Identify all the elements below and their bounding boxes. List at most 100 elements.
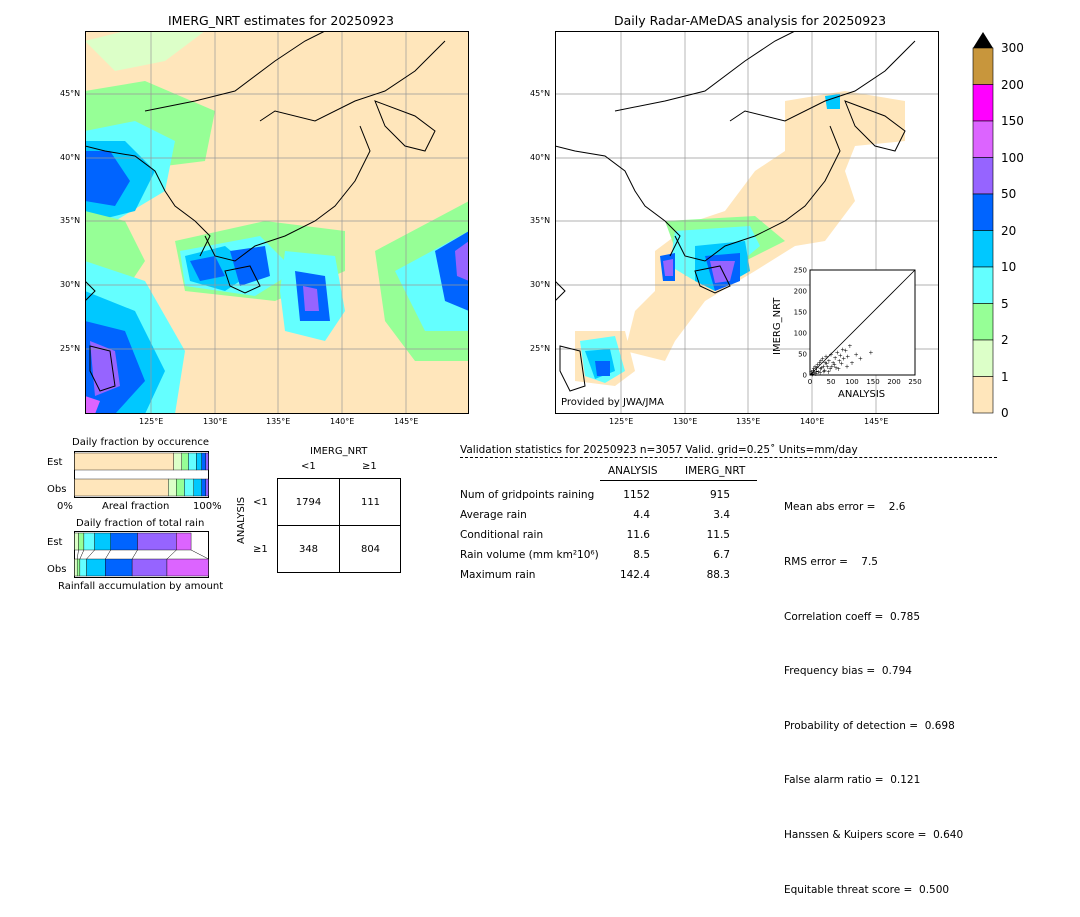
row-analysis: 1152 [623, 489, 650, 501]
total-row-obs: Obs [47, 564, 67, 575]
contingency-col-lt1: <1 [301, 461, 316, 472]
scatter-point: + [810, 371, 815, 378]
fraction-connector [105, 549, 111, 560]
colorbar-segment [972, 303, 994, 341]
row-imerg: 88.3 [706, 569, 730, 581]
left-coastline [85, 31, 446, 392]
colorbar-level-label: 2 [1001, 333, 1009, 347]
table-row: Num of gridpoints raining 1152 915 [460, 485, 730, 505]
contingency-cell: 1794 [295, 497, 322, 508]
score-item: RMS error = 7.5 [784, 556, 878, 569]
scatter-point: + [812, 370, 817, 377]
fraction-segment [201, 452, 207, 471]
fraction-segment [131, 558, 168, 577]
right-lat-label: 30°N [530, 280, 551, 289]
scatter-point: + [824, 361, 829, 368]
fraction-segment [105, 558, 133, 577]
scatter-point: + [809, 369, 814, 376]
fraction-segment [188, 452, 197, 471]
scatter-ylabel: IMERG_NRT [772, 297, 783, 355]
colorbar-level-label: 1 [1001, 369, 1009, 384]
colorbar-segment [972, 230, 994, 268]
scatter-point: + [818, 370, 823, 377]
row-label: Average rain [460, 509, 527, 521]
row-label: Num of gridpoints raining [460, 489, 595, 501]
scatter-point: + [841, 356, 846, 363]
col-header-rule [600, 480, 757, 481]
occurrence-axis-right: 100% [193, 501, 222, 512]
score-item: Correlation coeff = 0.785 [784, 610, 920, 623]
left-lat-label: 35°N [60, 216, 81, 225]
scatter-point: + [826, 369, 831, 376]
fraction-segment [166, 558, 209, 577]
score-item: Mean abs error = 2.6 [784, 501, 906, 514]
scatter-point: + [810, 372, 815, 379]
scatter-x-tick: 250 [908, 378, 921, 386]
table-row: Conditional rain 11.6 11.5 [460, 525, 730, 545]
scatter-x-tick: 100 [845, 378, 858, 386]
colorbar-level-label: 150 [1001, 114, 1024, 128]
fraction-segment [176, 478, 185, 497]
row-imerg: 11.5 [706, 529, 730, 541]
scatter-point: + [868, 349, 873, 356]
colorbar-segment [972, 47, 994, 85]
total-title: Daily fraction of total rain [76, 518, 205, 529]
scatter-y-tick: 150 [794, 309, 807, 317]
total-caption: Rainfall accumulation by amount [58, 581, 224, 592]
left-lat-label: 30°N [60, 280, 81, 289]
scatter-y-tick: 0 [803, 372, 807, 380]
scatter-point: + [825, 364, 830, 371]
left-lon-label: 125°E [139, 417, 164, 426]
validation-header: Validation statistics for 20250923 n=305… [460, 444, 858, 456]
col-analysis-header: ANALYSIS [608, 465, 658, 477]
table-row: Rain volume (mm km²10⁶) 8.5 6.7 [460, 545, 730, 565]
colorbar-segment [972, 84, 994, 122]
scatter-point: + [823, 360, 828, 367]
scatter-point: + [828, 352, 833, 359]
occurrence-title: Daily fraction by occurence [72, 437, 210, 448]
contingency-header: IMERG_NRT [310, 446, 368, 457]
fraction-segment [205, 478, 209, 497]
fraction-connector [190, 549, 209, 560]
right-lat-label: 45°N [530, 89, 551, 98]
scatter-point: + [843, 347, 848, 354]
colorbar-level-label: 10 [1001, 260, 1017, 274]
colorbar-segment [972, 266, 994, 304]
colorbar-segment [972, 376, 994, 414]
total-row-est: Est [47, 537, 63, 548]
fraction-segment [196, 452, 203, 471]
left-lon-label: 140°E [330, 417, 355, 426]
left-map-title: IMERG_NRT estimates for 20250923 [168, 13, 395, 28]
score-item: Hanssen & Kuipers score = 0.640 [784, 829, 964, 842]
scatter-point: + [835, 349, 840, 356]
scatter-point: + [832, 362, 837, 369]
colorbar-extend-arrow [973, 32, 993, 48]
scatter-points: ++++++++++++++++++++++++++++++++++++++++… [809, 343, 874, 379]
score-item: Probability of detection = 0.698 [784, 719, 955, 732]
occurrence-row-est: Est [47, 457, 63, 468]
score-list: Mean abs error = 2.6 RMS error = 7.5 Cor… [784, 462, 963, 917]
scatter-x-tick: 50 [827, 378, 836, 386]
scatter-y-tick: 50 [798, 351, 807, 359]
scatter-point: + [818, 366, 823, 373]
validation-table: Num of gridpoints raining 1152 915 Avera… [460, 485, 730, 585]
row-imerg: 6.7 [713, 549, 730, 561]
fraction-segment [173, 452, 182, 471]
left-gridlines [85, 31, 469, 414]
scatter-point: + [816, 369, 821, 376]
colorbar-level-label: 0 [1001, 406, 1009, 420]
right-lon-label: 135°E [736, 417, 761, 426]
contingency-row-lt1: <1 [253, 497, 268, 508]
scatter-point: + [814, 368, 819, 375]
scatter-point: + [821, 363, 826, 370]
scatter-point: + [820, 356, 825, 363]
table-row: Maximum rain 142.4 88.3 [460, 565, 730, 585]
colorbar-level-label: 200 [1001, 77, 1024, 92]
colorbar-segment [972, 339, 994, 377]
right-lat-label: 35°N [530, 216, 551, 225]
fraction-segment [110, 532, 138, 551]
scatter-x-tick: 150 [866, 378, 879, 386]
fraction-connector [79, 549, 85, 560]
occurrence-bars [74, 451, 209, 498]
fraction-segment [74, 532, 79, 551]
